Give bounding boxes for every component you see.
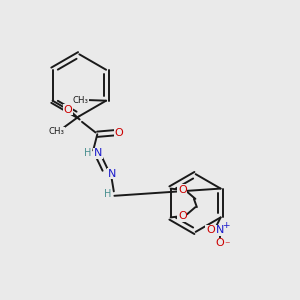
Text: +: + [222,221,230,230]
Text: ⁻: ⁻ [224,241,230,251]
Text: O: O [178,211,187,221]
Text: CH₃: CH₃ [48,127,64,136]
Text: O: O [114,128,123,138]
Text: H: H [84,148,92,158]
Text: O: O [206,225,215,235]
Text: O: O [178,185,187,195]
Text: N: N [216,225,224,235]
Text: CH₃: CH₃ [72,96,88,105]
Text: O: O [215,238,224,248]
Text: N: N [108,169,116,179]
Text: H: H [104,189,112,199]
Text: O: O [64,104,72,115]
Text: N: N [94,148,102,158]
